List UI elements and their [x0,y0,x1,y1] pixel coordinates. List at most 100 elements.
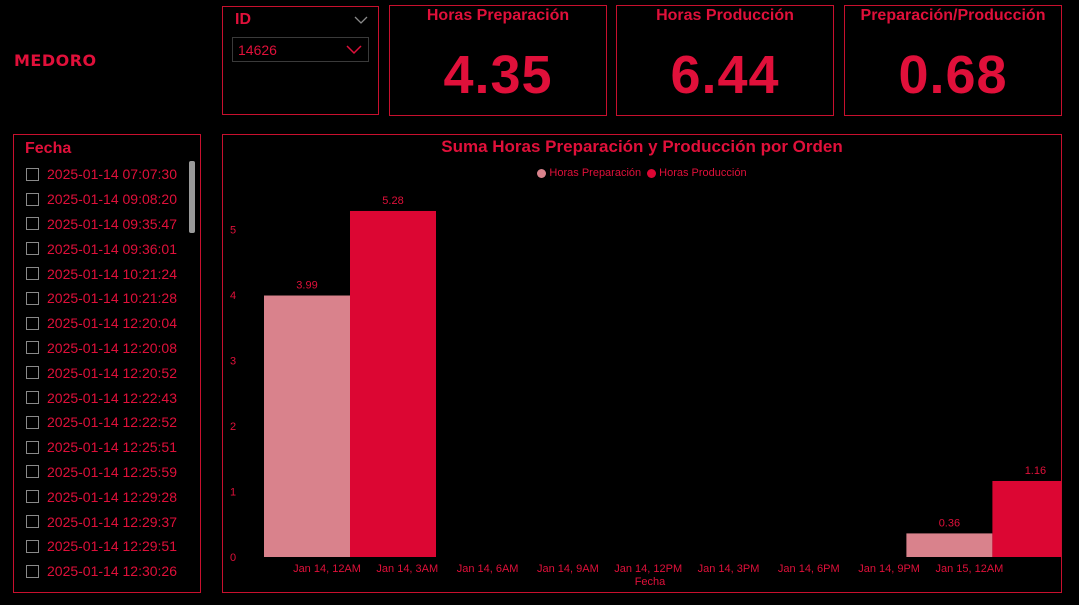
bar [906,533,993,557]
x-tick-label: Jan 14, 3PM [698,563,760,575]
checkbox[interactable] [26,415,39,429]
x-tick-label: Jan 14, 12AM [293,563,361,575]
checkbox[interactable] [26,267,39,281]
fecha-item-label: 2025-01-14 07:07:30 [47,166,177,183]
fecha-list-item[interactable]: 2025-01-14 12:30:26 [26,559,196,584]
fecha-list-item[interactable]: 2025-01-14 07:07:30 [26,162,196,187]
fecha-item-label: 2025-01-14 09:35:47 [47,215,177,232]
kpi-value: 4.35 [443,45,553,105]
bar [350,210,436,557]
fecha-item-label: 2025-01-14 12:29:28 [47,488,177,505]
fecha-list-item[interactable]: 2025-01-14 12:22:43 [26,385,196,410]
fecha-list-item[interactable]: 2025-01-14 10:21:28 [26,286,196,311]
fecha-item-label: 2025-01-14 12:29:51 [47,538,177,555]
fecha-slicer: Fecha 2025-01-14 07:07:30 2025-01-14 09:0… [13,134,201,593]
x-tick-label: Jan 14, 12PM [614,563,682,575]
x-tick-label: Jan 14, 6AM [457,563,519,575]
legend-item[interactable]: Horas Preparación [537,167,641,179]
fecha-item-label: 2025-01-14 09:36:01 [47,240,177,257]
fecha-item-label: 2025-01-14 12:20:52 [47,364,177,381]
id-slicer: ID 14626 [222,6,379,115]
fecha-list-item[interactable]: 2025-01-14 12:29:51 [26,534,196,559]
chart-legend: Horas Preparación Horas Producción [223,167,1061,179]
x-axis-title: Fecha [635,576,666,588]
kpi-card-horas-produccion: Horas Producción 6.44 [616,5,834,116]
checkbox[interactable] [26,539,39,553]
logo-text: MEDORO [14,51,97,70]
fecha-list-item[interactable]: 2025-01-14 09:36:01 [26,236,196,261]
fecha-item-label: 2025-01-14 12:25:59 [47,463,177,480]
id-dropdown[interactable]: 14626 [232,37,369,62]
checkbox[interactable] [26,217,39,231]
checkbox[interactable] [26,515,39,529]
fecha-item-label: 2025-01-14 12:30:26 [47,563,177,580]
company-logo: MEDORO [14,50,114,72]
checkbox[interactable] [26,391,39,405]
bar [992,480,1061,557]
checkbox[interactable] [26,440,39,454]
id-slicer-title: ID [235,11,251,28]
fecha-item-label: 2025-01-14 12:25:51 [47,439,177,456]
fecha-list-item[interactable]: 2025-01-14 12:20:04 [26,311,196,336]
checkbox[interactable] [26,366,39,380]
data-label: 5.28 [382,195,403,207]
chart-panel: Suma Horas Preparación y Producción por … [222,134,1062,593]
checkbox[interactable] [26,490,39,504]
fecha-list-item[interactable]: 2025-01-14 12:25:51 [26,435,196,460]
kpi-value: 0.68 [898,45,1008,105]
kpi-card-horas-preparacion: Horas Preparación 4.35 [389,5,607,116]
fecha-item-label: 2025-01-14 12:22:52 [47,414,177,431]
fecha-item-label: 2025-01-14 12:20:08 [47,339,177,356]
fecha-item-label: 2025-01-14 12:29:37 [47,513,177,530]
checkbox[interactable] [26,291,39,305]
y-tick-label: 5 [230,224,236,236]
checkbox[interactable] [26,316,39,330]
legend-marker [647,168,657,178]
kpi-title: Horas Producción [656,7,794,24]
x-tick-label: Jan 14, 9PM [858,563,920,575]
bar [264,295,350,557]
fecha-list-item[interactable]: 2025-01-14 09:08:20 [26,187,196,212]
data-label: 0.36 [939,517,960,529]
fecha-item-label: 2025-01-14 12:20:04 [47,315,177,332]
chevron-down-icon[interactable] [354,15,368,25]
kpi-card-ratio: Preparación/Producción 0.68 [844,5,1062,116]
fecha-list-item[interactable]: 2025-01-14 12:25:59 [26,460,196,485]
fecha-list: 2025-01-14 07:07:30 2025-01-14 09:08:20 20… [26,162,196,584]
chart-plot: 0 1 2 3 4 5 Jan 14, 12AM Jan 14, 3AM Jan 14, 6AM… [230,195,1061,588]
kpi-title: Horas Preparación [426,7,570,24]
fecha-list-item[interactable]: 2025-01-14 12:20:08 [26,336,196,361]
kpi-title: Preparación/Producción [860,7,1046,24]
checkbox[interactable] [26,242,39,256]
fecha-item-label: 2025-01-14 12:22:43 [47,389,177,406]
data-label: 1.16 [1025,465,1046,477]
legend-item[interactable]: Horas Producción [647,167,747,179]
legend-label: Horas Producción [659,167,747,179]
checkbox[interactable] [26,192,39,206]
id-selected-value: 14626 [238,42,277,58]
checkbox[interactable] [26,341,39,355]
y-tick-label: 4 [230,290,236,302]
fecha-item-label: 2025-01-14 10:21:24 [47,265,177,282]
y-tick-label: 2 [230,421,236,433]
fecha-list-item[interactable]: 2025-01-14 10:21:24 [26,261,196,286]
legend-marker [537,168,547,178]
fecha-list-item[interactable]: 2025-01-14 12:29:28 [26,484,196,509]
fecha-list-item[interactable]: 2025-01-14 09:35:47 [26,212,196,237]
fecha-list-item[interactable]: 2025-01-14 12:20:52 [26,360,196,385]
dropdown-chevron-icon[interactable] [346,44,362,55]
chart-title: Suma Horas Preparación y Producción por … [441,137,843,156]
x-tick-label: Jan 14, 3AM [376,563,438,575]
x-tick-label: Jan 14, 6PM [778,563,840,575]
data-label: 3.99 [296,280,317,292]
fecha-list-item[interactable]: 2025-01-14 12:22:52 [26,410,196,435]
fecha-list-item[interactable]: 2025-01-14 12:29:37 [26,509,196,534]
checkbox[interactable] [26,564,39,578]
x-tick-label: Jan 15, 12AM [935,563,1003,575]
x-tick-label: Jan 14, 9AM [537,563,599,575]
checkbox[interactable] [26,167,39,181]
checkbox[interactable] [26,465,39,479]
fecha-item-label: 2025-01-14 09:08:20 [47,191,177,208]
kpi-value: 6.44 [670,45,780,105]
scrollbar-thumb[interactable] [189,161,195,233]
